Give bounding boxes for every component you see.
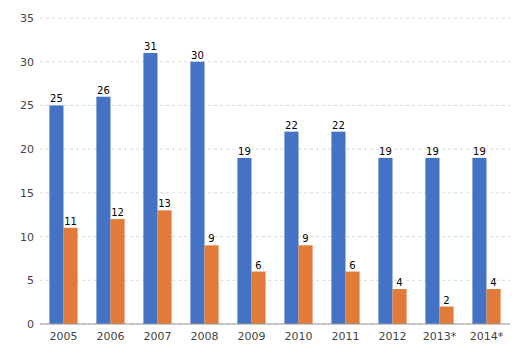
y-tick-label: 30 bbox=[20, 56, 34, 69]
bar bbox=[143, 53, 157, 324]
bar bbox=[393, 289, 407, 324]
bar bbox=[472, 158, 486, 324]
bar bbox=[96, 97, 110, 324]
data-label: 6 bbox=[349, 260, 355, 271]
x-tick-label: 2005 bbox=[50, 330, 78, 343]
bar bbox=[64, 228, 78, 324]
x-tick-label: 2010 bbox=[285, 330, 313, 343]
bar bbox=[425, 158, 439, 324]
bar bbox=[237, 158, 251, 324]
grid bbox=[40, 18, 510, 324]
y-tick-label: 10 bbox=[20, 231, 34, 244]
bar bbox=[111, 219, 125, 324]
bars bbox=[49, 53, 500, 324]
y-tick-label: 35 bbox=[20, 12, 34, 25]
data-label: 19 bbox=[379, 146, 392, 157]
y-tick-label: 5 bbox=[27, 274, 34, 287]
bar bbox=[205, 245, 219, 324]
bar bbox=[158, 210, 172, 324]
data-label: 26 bbox=[97, 85, 110, 96]
grid-line bbox=[40, 324, 510, 325]
data-label: 4 bbox=[490, 277, 496, 288]
x-tick-label: 2006 bbox=[97, 330, 125, 343]
bar bbox=[440, 307, 454, 324]
data-label: 22 bbox=[332, 120, 345, 131]
data-label: 6 bbox=[255, 260, 261, 271]
grid-line bbox=[40, 18, 510, 19]
x-tick-label: 2013* bbox=[423, 330, 457, 343]
bar bbox=[284, 132, 298, 324]
bar bbox=[49, 105, 63, 324]
y-tick-label: 15 bbox=[20, 187, 34, 200]
data-label: 19 bbox=[238, 146, 251, 157]
data-label: 11 bbox=[64, 216, 77, 227]
data-label: 25 bbox=[50, 93, 63, 104]
x-tick-label: 2011 bbox=[332, 330, 360, 343]
x-tick-label: 2009 bbox=[238, 330, 266, 343]
data-label: 22 bbox=[285, 120, 298, 131]
bar bbox=[331, 132, 345, 324]
chart: 0510152025303525263130192222191919111213… bbox=[0, 0, 522, 354]
x-tick-label: 2008 bbox=[191, 330, 219, 343]
data-label: 31 bbox=[144, 41, 157, 52]
y-tick-label: 0 bbox=[27, 318, 34, 331]
bar bbox=[346, 272, 360, 324]
grid-line bbox=[40, 61, 510, 62]
data-label: 4 bbox=[396, 277, 402, 288]
bar bbox=[252, 272, 266, 324]
data-label: 19 bbox=[473, 146, 486, 157]
x-tick-label: 2007 bbox=[144, 330, 172, 343]
data-label: 30 bbox=[191, 50, 204, 61]
chart-container: 0510152025303525263130192222191919111213… bbox=[0, 0, 522, 354]
bar bbox=[190, 62, 204, 324]
x-tick-label: 2014* bbox=[470, 330, 504, 343]
data-label: 9 bbox=[302, 233, 308, 244]
data-label: 19 bbox=[426, 146, 439, 157]
bar bbox=[487, 289, 501, 324]
bar bbox=[299, 245, 313, 324]
data-label: 13 bbox=[158, 198, 171, 209]
x-axis-line bbox=[40, 324, 510, 325]
data-label: 9 bbox=[208, 233, 214, 244]
bar bbox=[378, 158, 392, 324]
data-label: 2 bbox=[443, 295, 449, 306]
y-tick-label: 25 bbox=[20, 99, 34, 112]
data-label: 12 bbox=[111, 207, 124, 218]
y-tick-label: 20 bbox=[20, 143, 34, 156]
x-tick-label: 2012 bbox=[379, 330, 407, 343]
